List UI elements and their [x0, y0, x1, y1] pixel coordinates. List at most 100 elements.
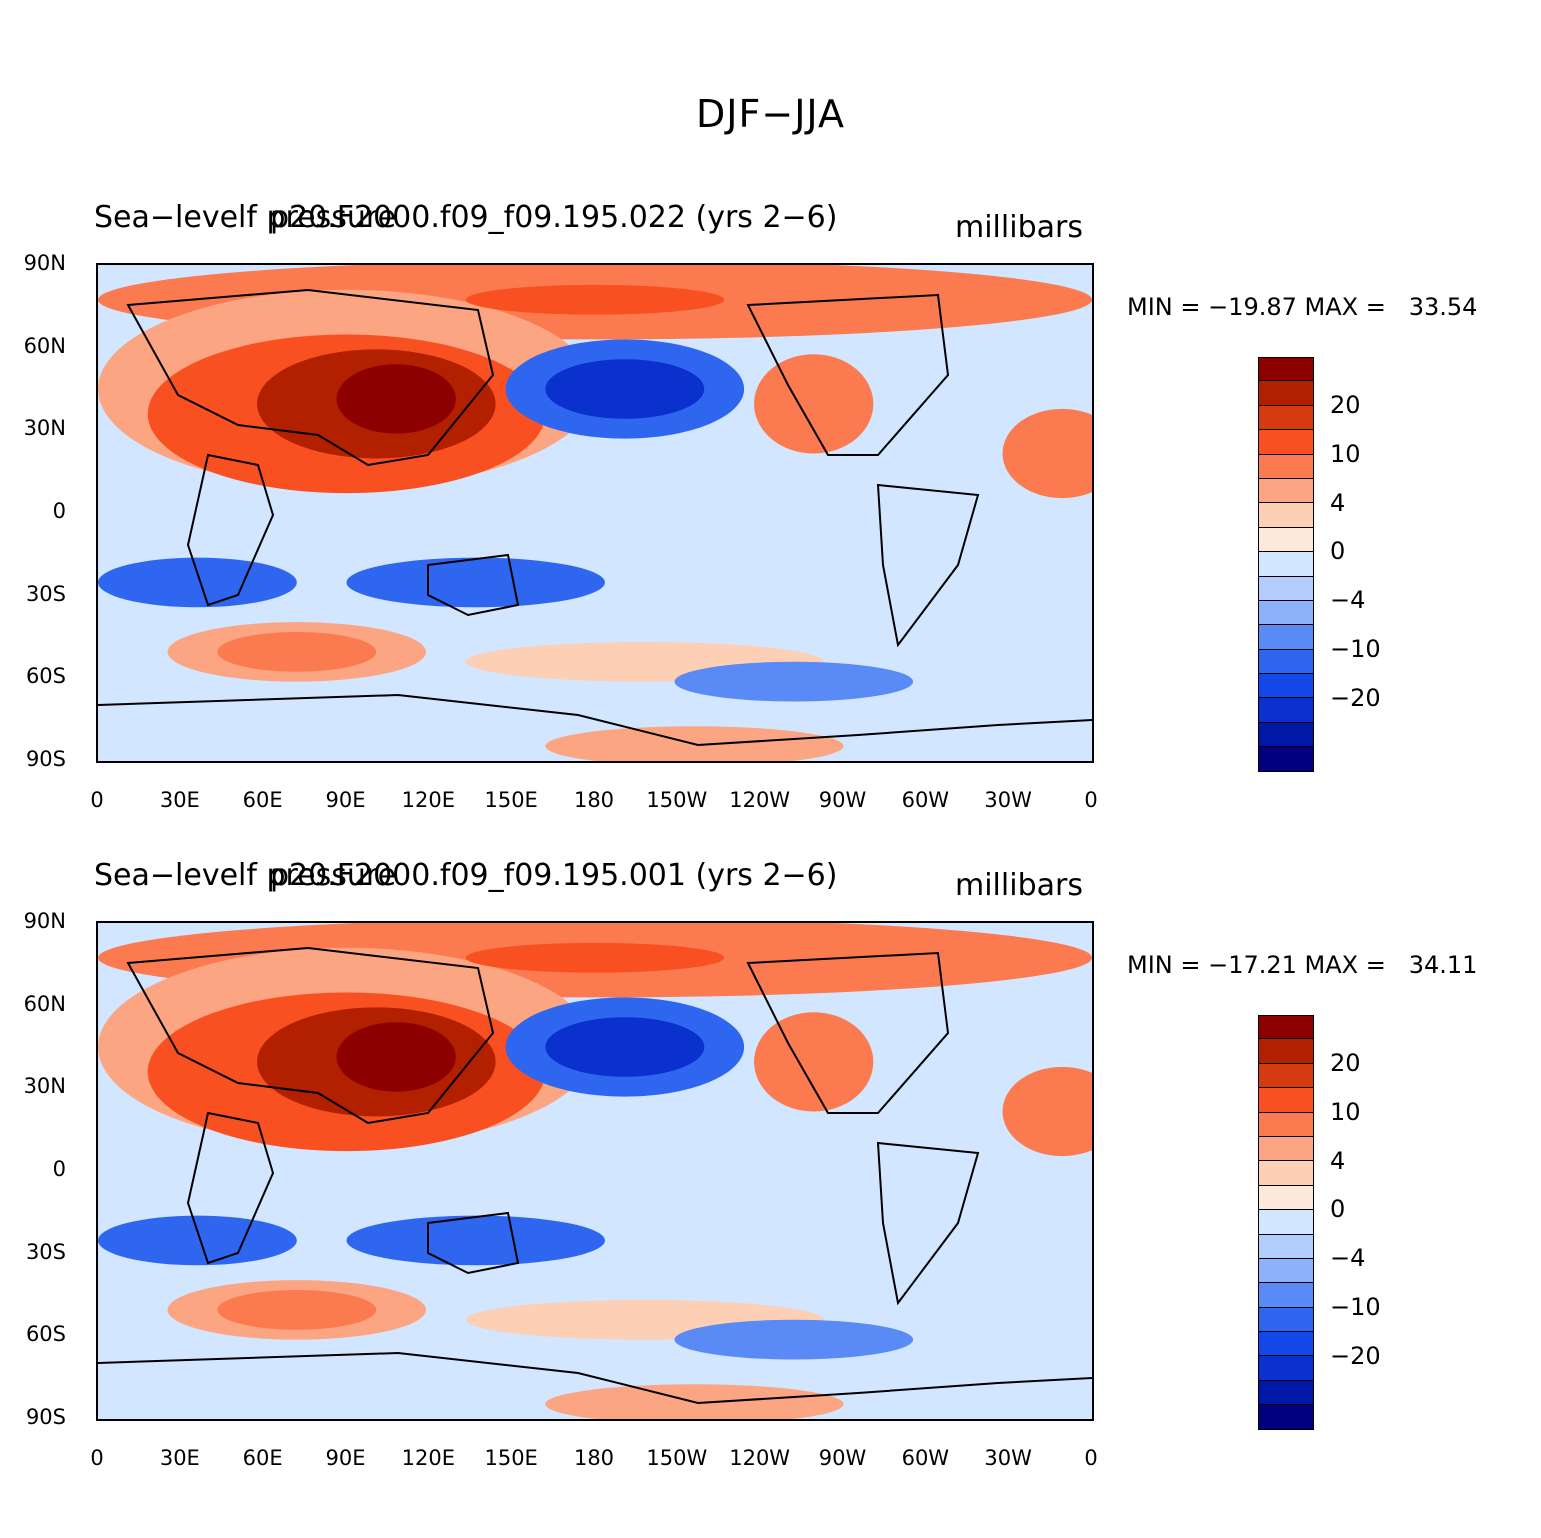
contour-region [674, 661, 914, 702]
x-tick-label: 0 [1084, 1446, 1098, 1470]
x-tick-label: 120W [729, 1446, 791, 1470]
y-tick-label: 90S [25, 747, 66, 771]
colorbar-swatch [1258, 1136, 1314, 1162]
figure-title: DJF−JJA [696, 92, 845, 136]
colorbar-swatch [1258, 1234, 1314, 1259]
colorbar-swatch [1258, 1356, 1314, 1381]
contour-region [98, 1215, 297, 1266]
contour-region [336, 1022, 456, 1092]
contour-region [465, 942, 725, 973]
x-tick-label: 180 [573, 1446, 615, 1470]
x-tick-label: 30E [159, 1446, 200, 1470]
colorbar-label: 10 [1330, 1097, 1361, 1126]
y-tick-label: 90N [23, 909, 66, 933]
colorbar-swatch [1258, 1039, 1314, 1064]
coastline [186, 1111, 275, 1265]
x-tick-label: 150E [484, 788, 538, 812]
colorbar-label: −10 [1330, 1293, 1381, 1321]
colorbar-swatch [1258, 478, 1314, 504]
coastline [746, 951, 950, 1114]
panel-bottom: Sea−levelf pressure p20.F2000.f09_f09.19… [0, 853, 1541, 1513]
colorbar-swatch [1258, 1063, 1314, 1089]
colorbar-swatch [1258, 1258, 1314, 1284]
colorbar-label: 0 [1330, 1195, 1346, 1224]
colorbar-label: −20 [1330, 1341, 1381, 1370]
colorbar-label: −10 [1330, 635, 1381, 663]
contour-region [346, 557, 605, 608]
colorbar [1258, 357, 1314, 772]
colorbar-swatch [1258, 1161, 1314, 1186]
y-tick-label: 30N [23, 1074, 66, 1099]
contour-map [96, 921, 1094, 1421]
coastline [98, 693, 1092, 747]
colorbar-swatch [1258, 1210, 1314, 1235]
contour-region [674, 1319, 914, 1360]
colorbar-swatch [1258, 1112, 1314, 1137]
contour-region [1002, 408, 1092, 499]
units-label: millibars [955, 868, 1083, 903]
colorbar-label: 4 [1330, 1146, 1346, 1175]
colorbar-swatch [1258, 576, 1314, 601]
x-tick-label: 120E [401, 788, 456, 812]
colorbar-label: −20 [1330, 683, 1381, 712]
colorbar-swatch [1258, 527, 1314, 553]
colorbar-swatch [1258, 747, 1314, 772]
colorbar-swatch [1258, 625, 1314, 650]
colorbar-swatch [1258, 674, 1314, 699]
x-tick-label: 60W [901, 1446, 950, 1470]
contour-region [217, 1290, 377, 1330]
contour-region [465, 284, 725, 315]
y-tick-label: 60S [25, 1322, 66, 1347]
contour-region [545, 1017, 705, 1077]
case-label: p20.F2000.f09_f09.195.001 (yrs 2−6) [270, 858, 838, 893]
colorbar-label: 20 [1330, 1049, 1361, 1077]
coastline [186, 453, 275, 607]
y-tick-label: 30S [25, 1239, 66, 1264]
case-label: p20.F2000.f09_f09.195.022 (yrs 2−6) [270, 200, 838, 235]
x-tick-label: 150E [484, 1446, 538, 1470]
x-tick-label: 90W [818, 788, 867, 812]
coastline [427, 553, 520, 617]
colorbar-swatch [1258, 454, 1314, 479]
x-tick-label: 0 [1084, 788, 1098, 812]
colorbar-swatch [1258, 357, 1314, 382]
colorbar-swatch [1258, 1088, 1314, 1113]
x-tick-label: 150W [646, 1446, 708, 1470]
x-tick-label: 90E [325, 788, 366, 812]
colorbar-label: 20 [1330, 391, 1361, 419]
colorbar-label: −4 [1330, 1244, 1366, 1273]
y-tick-label: 30S [25, 581, 66, 606]
min-max-label: MIN = −17.21 MAX = 34.11 [1127, 951, 1478, 979]
colorbar-swatch [1258, 1283, 1314, 1308]
colorbar-swatch [1258, 722, 1314, 748]
panel-top: Sea−levelf pressure p20.F2000.f09_f09.19… [0, 195, 1541, 855]
colorbar-swatch [1258, 381, 1314, 406]
colorbar-swatch [1258, 1405, 1314, 1430]
contour-region [346, 1215, 605, 1266]
contour-region [1002, 1066, 1092, 1157]
coastline [98, 1351, 1092, 1405]
colorbar-swatch [1258, 1015, 1314, 1040]
variable-label: Sea−levelf pressure [94, 200, 397, 235]
pressure-anomaly-field [98, 923, 1092, 1419]
x-tick-label: 0 [90, 1446, 104, 1470]
x-tick-label: 180 [573, 788, 615, 812]
contour-region [754, 1012, 874, 1112]
contour-region [754, 354, 874, 454]
coastline [876, 1141, 980, 1306]
y-tick-label: 0 [52, 499, 66, 523]
colorbar-swatch [1258, 503, 1314, 528]
colorbar-swatch [1258, 430, 1314, 455]
x-tick-label: 90E [325, 1446, 366, 1470]
y-tick-label: 0 [52, 1157, 66, 1181]
y-tick-label: 60S [25, 664, 66, 689]
colorbar-swatch [1258, 649, 1314, 675]
contour-region [217, 632, 377, 672]
coastline [126, 946, 495, 1125]
units-label: millibars [955, 210, 1083, 245]
colorbar-swatch [1258, 1332, 1314, 1357]
variable-label: Sea−levelf pressure [94, 858, 397, 893]
y-tick-label: 30N [23, 416, 66, 441]
y-tick-label: 60N [23, 991, 66, 1016]
contour-region [98, 557, 297, 608]
